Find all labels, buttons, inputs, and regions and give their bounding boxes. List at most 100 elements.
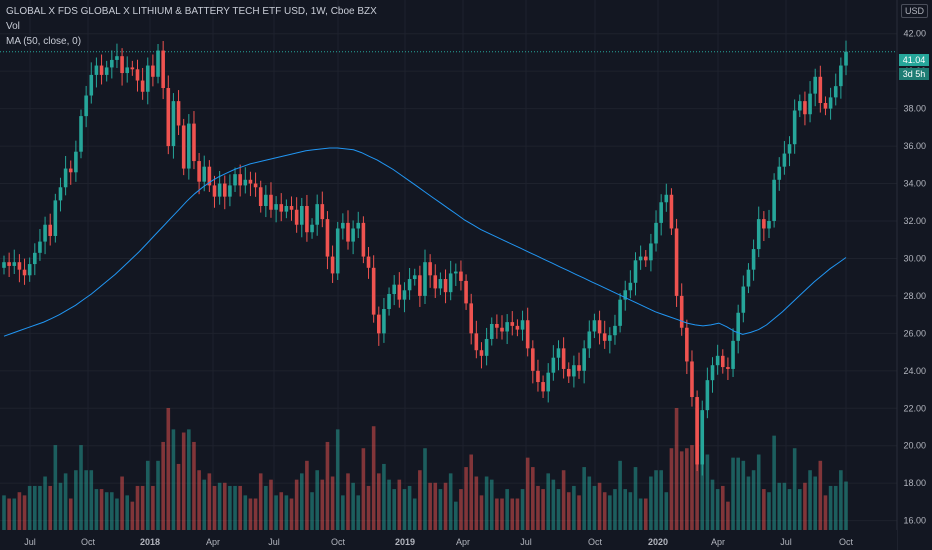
candle-body: [618, 299, 622, 326]
chart-grid: [0, 0, 897, 530]
volume-bar: [479, 495, 484, 530]
candle-body: [643, 256, 648, 261]
volume-bar: [187, 429, 191, 530]
candle-body: [207, 166, 212, 186]
candle-body: [602, 333, 607, 341]
candle-body: [669, 194, 674, 229]
candle-body: [341, 222, 345, 229]
candle-body: [515, 325, 520, 330]
candle-body: [844, 51, 848, 66]
volume-bar: [654, 470, 658, 530]
volume-bar: [258, 473, 263, 530]
volume-bar: [402, 489, 407, 530]
volume-bar: [454, 501, 458, 530]
volume-bar: [572, 485, 576, 530]
candle-body: [74, 151, 78, 173]
volume-bar: [762, 489, 766, 530]
candle-body: [248, 179, 253, 184]
time-tick-label: 2020: [648, 537, 668, 547]
volume-bar: [792, 448, 797, 530]
price-axis-bg: [897, 0, 932, 550]
candle-body: [623, 290, 628, 300]
candle-body: [833, 86, 838, 98]
volume-bar: [412, 498, 417, 530]
candle-body: [161, 50, 165, 89]
candle-body: [120, 56, 124, 74]
candle-body: [797, 101, 802, 111]
candle-body: [433, 275, 438, 289]
volume-bar: [376, 473, 381, 530]
candle-body: [140, 80, 145, 92]
volume-bar: [279, 492, 284, 530]
time-tick-label: Apr: [711, 537, 725, 547]
volume-bar: [674, 408, 679, 530]
currency-button[interactable]: USD: [900, 4, 928, 18]
volume-bar: [43, 476, 47, 530]
volume-bar: [510, 498, 515, 530]
volume-bar: [305, 460, 309, 530]
volume-bar: [623, 489, 628, 530]
candle-body: [428, 262, 432, 276]
volume-bar: [335, 429, 340, 530]
bar-countdown-tag: 3d 5h: [899, 68, 929, 80]
price-tick-label: 26.00: [903, 328, 926, 338]
candle-body: [756, 219, 761, 250]
candle-body: [418, 275, 422, 296]
candle-body: [695, 397, 699, 465]
volume-bar: [561, 470, 566, 530]
candle-body: [27, 264, 32, 276]
volume-bar: [7, 498, 11, 530]
candle-body: [566, 368, 571, 377]
candle-body: [572, 365, 576, 377]
candle-body: [156, 50, 160, 77]
candle-body: [613, 325, 617, 336]
candle-body: [330, 256, 335, 274]
volume-bar: [782, 482, 787, 530]
price-tick-label: 28.00: [903, 291, 926, 301]
candle-body: [43, 224, 47, 242]
candle-body: [510, 322, 515, 326]
candle-body: [633, 260, 638, 283]
candle-body: [546, 372, 551, 392]
time-tick-label: Apr: [456, 537, 470, 547]
candle-body: [412, 275, 417, 280]
candle-body: [731, 340, 735, 369]
volume-bar: [145, 460, 150, 530]
price-tick-label: 20.00: [903, 441, 926, 451]
candlesticks: [2, 40, 848, 476]
volume-bar: [17, 492, 22, 530]
volume-bar: [428, 482, 432, 530]
candle-body: [556, 348, 561, 358]
candle-body: [777, 166, 782, 180]
time-tick-label: Apr: [206, 537, 220, 547]
volume-bar: [551, 479, 556, 530]
volume-bar: [741, 460, 746, 530]
volume-bar: [828, 485, 833, 530]
volume-bar: [685, 448, 689, 530]
volume-bar: [736, 457, 740, 530]
candle-body: [767, 220, 771, 229]
time-tick-label: Jul: [24, 537, 36, 547]
volume-bar: [166, 408, 171, 530]
volume-bar: [202, 479, 207, 530]
candle-body: [803, 101, 807, 115]
volume-bar: [500, 498, 504, 530]
volume-bar: [397, 479, 402, 530]
candle-body: [320, 204, 325, 220]
volume-bar: [22, 495, 27, 530]
candle-body: [638, 256, 643, 261]
candle-body: [53, 200, 58, 236]
volume-bar: [330, 476, 335, 530]
volume-bar: [772, 435, 776, 530]
volume-bar: [669, 448, 674, 530]
candle-body: [192, 123, 196, 162]
candle-body: [305, 206, 309, 233]
volume-bar: [38, 485, 42, 530]
candle-body: [269, 194, 273, 210]
candle-body: [115, 56, 119, 60]
candle-body: [243, 179, 248, 186]
volume-bar: [284, 495, 289, 530]
candle-body: [58, 187, 63, 201]
volume-bar: [746, 476, 751, 530]
